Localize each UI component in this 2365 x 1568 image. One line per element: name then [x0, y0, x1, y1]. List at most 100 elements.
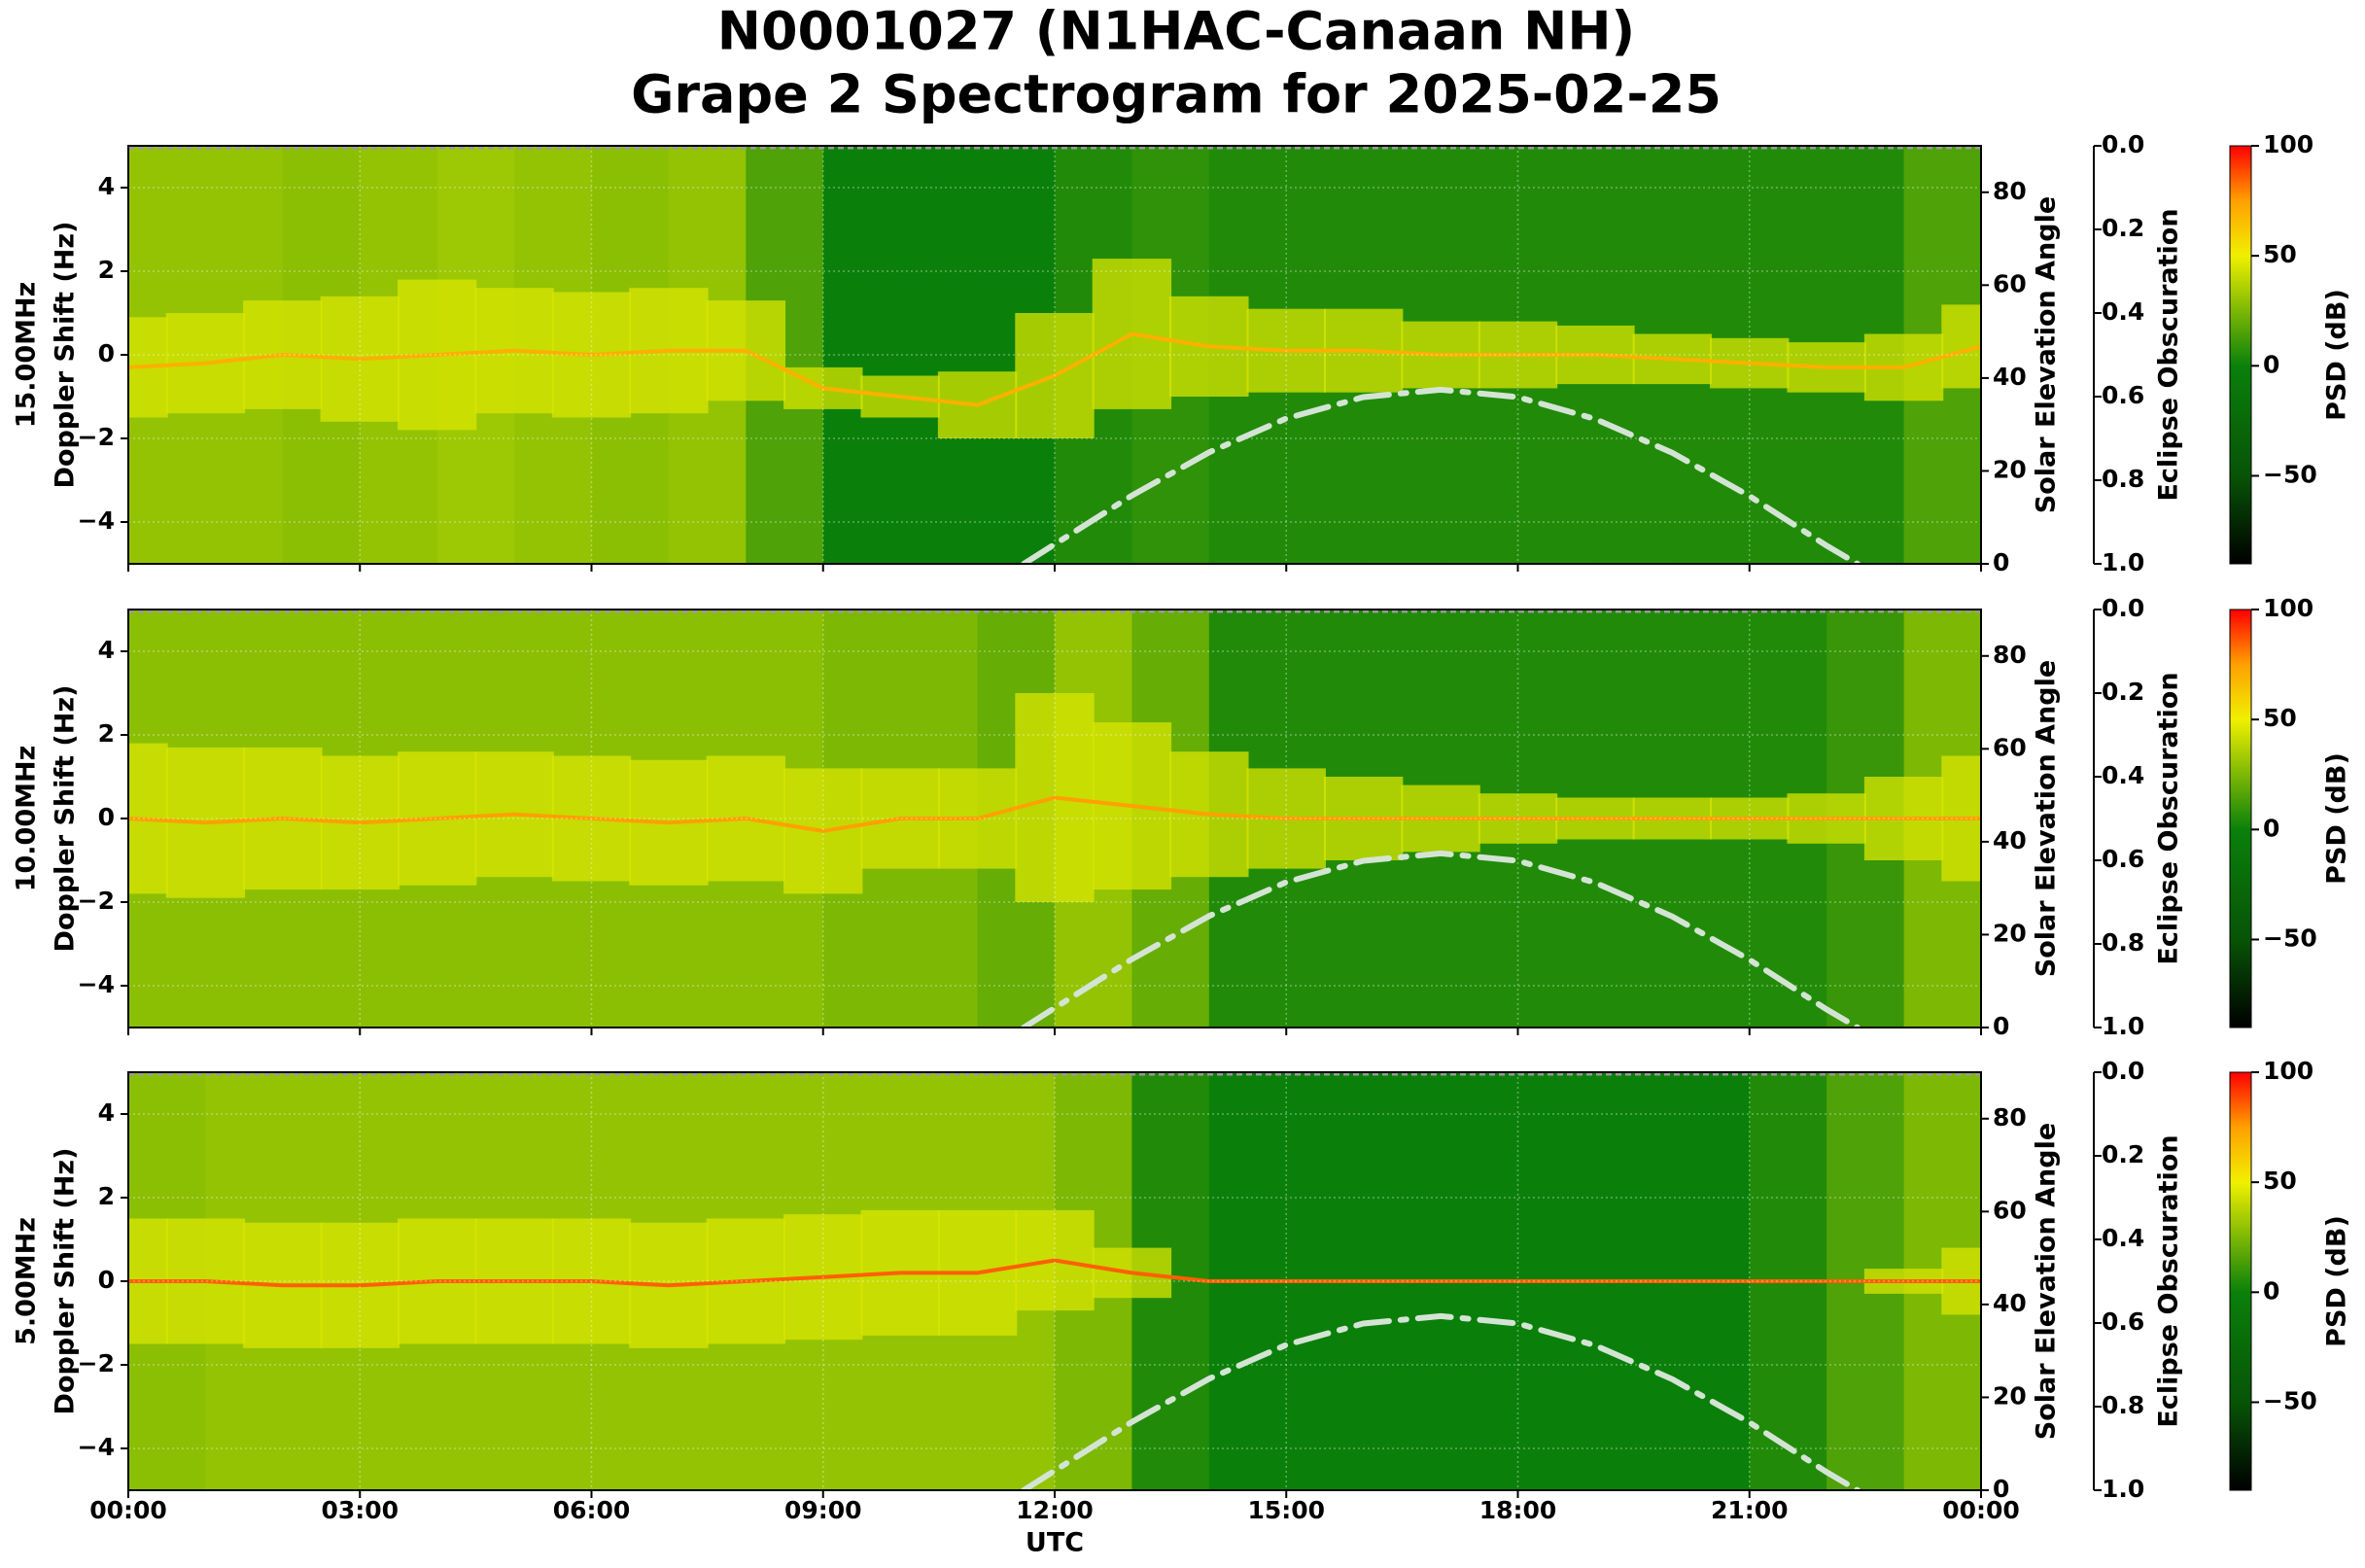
y3-tick-label: 0.6 [2102, 1307, 2144, 1336]
colorbar-tick-label: 100 [2263, 594, 2313, 622]
y3-axis-label: Eclipse Obscuration [2154, 208, 2184, 501]
title-line: N0001027 (N1HAC-Canaan NH) [717, 1, 1635, 62]
y-tick-label: −4 [78, 506, 115, 535]
y2-tick-label: 60 [1993, 1196, 2027, 1224]
carrier-trace [128, 795, 1981, 833]
y2-axis-label: Solar Elevation Angle [2032, 1123, 2062, 1440]
y2-tick-label: 40 [1993, 1289, 2027, 1317]
colorbar-tick-label: 100 [2263, 1057, 2313, 1085]
y-axis-label: Doppler Shift (Hz) [51, 1148, 81, 1415]
colorbar-tick-label: −50 [2263, 460, 2317, 488]
y2-tick-label: 20 [1993, 919, 2027, 947]
y2-axis-label: Solar Elevation Angle [2032, 196, 2062, 513]
y2-tick-label: 60 [1993, 269, 2027, 297]
colorbar [2229, 145, 2252, 565]
psd-column [900, 146, 979, 564]
y-axis-label: Doppler Shift (Hz) [51, 222, 81, 489]
y3-tick-label: 1.0 [2102, 548, 2144, 576]
y2-tick-label: 20 [1993, 455, 2027, 483]
y-tick-label: −2 [78, 1349, 115, 1377]
colorbar-tick-label: −50 [2263, 1386, 2317, 1414]
y3-tick-label: 0.0 [2102, 1057, 2144, 1085]
y2-tick-label: 0 [1993, 548, 2009, 576]
colorbar-tick-label: 0 [2263, 1276, 2279, 1305]
colorbar-label: PSD (dB) [2322, 752, 2352, 885]
solar-elevation [1021, 850, 1861, 1028]
x-tick-label: 09:00 [784, 1496, 862, 1524]
y-axis-label: 10.00MHz [12, 746, 42, 892]
y-tick-label: 2 [98, 256, 115, 284]
y3-tick-label: 0.8 [2102, 465, 2144, 493]
title-line: Grape 2 Spectrogram for 2025-02-25 [631, 64, 1722, 125]
x-tick-label: 15:00 [1247, 1496, 1325, 1524]
carrier-trace [128, 1258, 1981, 1288]
y-axis-label: Doppler Shift (Hz) [51, 685, 81, 953]
y3-tick-label: 0.2 [2102, 1140, 2144, 1168]
x-tick-label: 00:00 [89, 1496, 167, 1524]
y2-tick-label: 40 [1993, 363, 2027, 391]
carrier-trace [128, 331, 1981, 407]
colorbar [2229, 1071, 2252, 1491]
y-tick-label: 2 [98, 719, 115, 748]
colorbar [2229, 609, 2252, 1028]
plot-area [128, 610, 1981, 1028]
y2-tick-label: 20 [1993, 1381, 2027, 1410]
y-tick-label: 0 [98, 339, 115, 367]
x-tick-label: 18:00 [1479, 1496, 1557, 1524]
colorbar-tick-label: 100 [2263, 130, 2313, 158]
y3-tick-label: 0.0 [2102, 594, 2144, 622]
y2-tick-label: 80 [1993, 641, 2027, 669]
y-tick-label: 4 [98, 636, 115, 664]
y2-tick-label: 40 [1993, 826, 2027, 854]
colorbar-tick-label: −50 [2263, 923, 2317, 952]
y3-axis-label: Eclipse Obscuration [2154, 1134, 2184, 1427]
y3-tick-label: 0.6 [2102, 845, 2144, 873]
y2-axis-label: Solar Elevation Angle [2032, 660, 2062, 977]
y-tick-label: 4 [98, 172, 115, 200]
y3-tick-label: 0.8 [2102, 928, 2144, 957]
y3-tick-label: 0.4 [2102, 1224, 2144, 1252]
y2-tick-label: 80 [1993, 1103, 2027, 1132]
y3-tick-label: 0.2 [2102, 214, 2144, 242]
colorbar-tick-label: 50 [2263, 1167, 2297, 1195]
y-tick-label: −4 [78, 970, 115, 998]
x-tick-label: 03:00 [321, 1496, 399, 1524]
y3-tick-label: 0.4 [2102, 297, 2144, 326]
y-tick-label: 0 [98, 1266, 115, 1294]
y2-tick-label: 0 [1993, 1475, 2009, 1503]
colorbar-tick-label: 0 [2263, 350, 2279, 378]
y-tick-label: 2 [98, 1182, 115, 1210]
colorbar-tick-label: 0 [2263, 814, 2279, 842]
y-tick-label: −2 [78, 423, 115, 451]
x-tick-label: 21:00 [1711, 1496, 1789, 1524]
plot-area [128, 146, 1981, 564]
colorbar-label: PSD (dB) [2322, 1215, 2352, 1347]
y-tick-label: −2 [78, 887, 115, 915]
y-axis-label: 15.00MHz [12, 282, 42, 429]
y2-tick-label: 60 [1993, 733, 2027, 761]
y3-tick-label: 0.8 [2102, 1391, 2144, 1419]
y3-tick-label: 0.0 [2102, 130, 2144, 158]
x-tick-label: 06:00 [553, 1496, 631, 1524]
x-tick-label: 12:00 [1016, 1496, 1094, 1524]
y3-tick-label: 0.4 [2102, 761, 2144, 789]
y3-tick-label: 0.6 [2102, 381, 2144, 409]
plot-area [128, 1072, 1981, 1490]
y-tick-label: 4 [98, 1098, 115, 1127]
y-axis-label: 5.00MHz [12, 1217, 42, 1345]
y2-tick-label: 0 [1993, 1012, 2009, 1040]
colorbar-label: PSD (dB) [2322, 289, 2352, 421]
psd-column [822, 146, 901, 564]
x-axis-label: UTC [1026, 1528, 1084, 1558]
colorbar-tick-label: 50 [2263, 240, 2297, 268]
y3-axis-label: Eclipse Obscuration [2154, 672, 2184, 964]
y3-tick-label: 1.0 [2102, 1475, 2144, 1503]
y3-tick-label: 0.2 [2102, 678, 2144, 706]
y-tick-label: 0 [98, 803, 115, 831]
colorbar-tick-label: 50 [2263, 704, 2297, 732]
solar-elevation [1021, 386, 1861, 564]
solar-elevation [1021, 1312, 1861, 1490]
y2-tick-label: 80 [1993, 177, 2027, 205]
